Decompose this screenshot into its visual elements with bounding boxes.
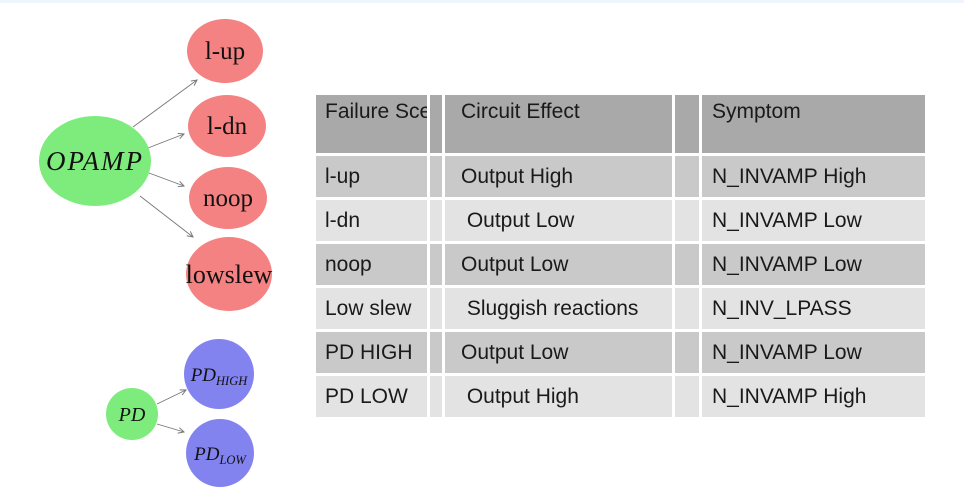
opamp-node-shape: [39, 116, 151, 206]
table-cell-effect: Output High: [445, 376, 672, 417]
noop-node-shape: [189, 167, 267, 229]
table-cell-symptom: N_INVAMP Low: [702, 200, 925, 241]
table-cell-symptom: N_INVAMP High: [702, 376, 925, 417]
pdhigh-node-shape: [184, 339, 254, 409]
table-cell-effect: Output Low: [445, 332, 672, 373]
pdhigh-label-subscript: HIGH: [215, 374, 248, 388]
pdlow-label-base: PD: [193, 444, 220, 465]
pd-edges: [156, 389, 187, 434]
row-spacer: [675, 332, 699, 373]
lup-node-label: l-up: [205, 38, 245, 65]
table-cell-scenario: PD LOW: [316, 376, 427, 417]
noop-node-label: noop: [203, 185, 253, 212]
edge-opamp-lup: [132, 79, 198, 128]
row-spacer: [430, 156, 442, 197]
fault-tree-diagram: OPAMP l-up l-dn noop lowslew PD PDHIGH P…: [39, 19, 273, 487]
lowslew-node-shape: [186, 237, 272, 311]
pdhigh-label-base: PD: [190, 365, 217, 386]
top-accent-strip: [0, 0, 964, 3]
column-header-circuit-effect: Circuit Effect: [445, 95, 672, 153]
row-spacer: [675, 200, 699, 241]
table-cell-scenario: l-up: [316, 156, 427, 197]
row-spacer: [675, 156, 699, 197]
table-cell-symptom: N_INVAMP High: [702, 156, 925, 197]
table-cell-scenario: Low slew: [316, 288, 427, 329]
failure-symptom-table: Failure Scenario Circuit Effect Symptom …: [316, 95, 925, 417]
pdlow-node-label: PDLOW: [193, 444, 247, 467]
table-cell-effect: Sluggish reactions: [445, 288, 672, 329]
edge-pd-high: [156, 389, 187, 405]
table-cell-symptom: N_INVAMP Low: [702, 332, 925, 373]
pd-node-label: PD: [118, 404, 146, 426]
opamp-edges: [132, 79, 198, 238]
pd-node-shape: [106, 388, 158, 440]
table-cell-effect: Output Low: [445, 244, 672, 285]
table-cell-symptom: N_INVAMP Low: [702, 244, 925, 285]
pdhigh-node-label: PDHIGH: [190, 365, 249, 388]
table-cell-symptom: N_INV_LPASS: [702, 288, 925, 329]
row-spacer: [675, 376, 699, 417]
row-spacer: [430, 244, 442, 285]
edge-opamp-noop: [148, 172, 186, 188]
lowslew-node-label: lowslew: [186, 260, 273, 289]
header-spacer-2: [675, 95, 699, 153]
table-cell-effect: Output High: [445, 156, 672, 197]
column-header-failure-scenario: Failure Scenario: [316, 95, 427, 153]
ldn-node-shape: [188, 95, 266, 157]
column-header-symptom: Symptom: [702, 95, 925, 153]
table-cell-scenario: noop: [316, 244, 427, 285]
pdlow-label-subscript: LOW: [218, 453, 247, 467]
header-spacer-1: [430, 95, 442, 153]
edge-opamp-lowslew: [139, 195, 194, 238]
row-spacer: [430, 288, 442, 329]
table-cell-scenario: l-dn: [316, 200, 427, 241]
row-spacer: [675, 244, 699, 285]
ldn-node-label: l-dn: [207, 113, 248, 140]
pdlow-node-shape: [186, 419, 254, 487]
lup-node-shape: [187, 19, 263, 83]
row-spacer: [430, 332, 442, 373]
table-cell-scenario: PD HIGH: [316, 332, 427, 373]
table-cell-effect: Output Low: [445, 200, 672, 241]
edge-pd-low: [156, 423, 186, 434]
row-spacer: [430, 376, 442, 417]
row-spacer: [675, 288, 699, 329]
edge-opamp-ldn: [147, 132, 186, 149]
row-spacer: [430, 200, 442, 241]
opamp-node-label: OPAMP: [46, 146, 144, 176]
